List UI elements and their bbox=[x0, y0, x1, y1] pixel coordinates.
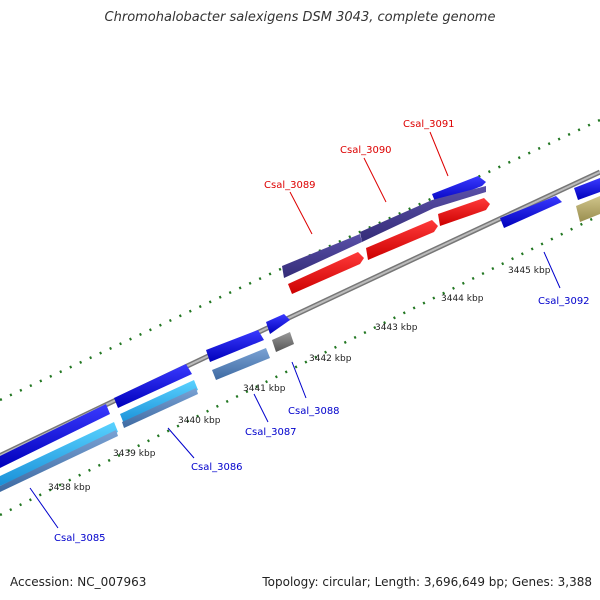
gene-olive-edge[interactable] bbox=[576, 196, 600, 222]
gene-label-csal-3092[interactable]: Csal_3092 bbox=[538, 296, 590, 307]
gene-csal-3087-steel[interactable] bbox=[212, 348, 270, 380]
tick-label-3441: 3441 kbp bbox=[243, 384, 286, 394]
tick-label-3443: 3443 kbp bbox=[375, 323, 418, 333]
gene-forward-small-1[interactable] bbox=[266, 314, 290, 334]
gene-label-csal-3091[interactable]: Csal_3091 bbox=[403, 119, 455, 130]
gene-label-csal-3089[interactable]: Csal_3089 bbox=[264, 180, 316, 191]
gene-callout-lines bbox=[29, 131, 561, 529]
gene-csal-3085-steel[interactable] bbox=[0, 430, 118, 492]
gene-forward-3087[interactable] bbox=[206, 330, 264, 362]
gene-csal-3085-cyan[interactable] bbox=[0, 422, 118, 486]
accession-label: Accession: NC_007963 bbox=[10, 575, 147, 589]
gene-label-csal-3090[interactable]: Csal_3090 bbox=[340, 145, 392, 156]
gene-csal-3088[interactable] bbox=[272, 332, 294, 352]
tick-label-3444: 3444 kbp bbox=[441, 294, 484, 304]
gene-forward-edge[interactable] bbox=[574, 178, 600, 200]
genome-summary-label: Topology: circular; Length: 3,696,649 bp… bbox=[262, 575, 592, 589]
tick-label-3438: 3438 kbp bbox=[48, 483, 91, 493]
gene-forward-3092-neighbor[interactable] bbox=[500, 196, 562, 228]
gene-csal-3089-reverse[interactable] bbox=[288, 252, 364, 294]
gene-csal-3090-forward[interactable] bbox=[360, 186, 486, 242]
gene-label-csal-3088[interactable]: Csal_3088 bbox=[288, 406, 340, 417]
gene-label-csal-3085[interactable]: Csal_3085 bbox=[54, 533, 106, 544]
tick-label-3445: 3445 kbp bbox=[508, 266, 551, 276]
gene-label-csal-3086[interactable]: Csal_3086 bbox=[191, 462, 243, 473]
gene-forward-3085[interactable] bbox=[0, 404, 110, 468]
inner-dotted-track bbox=[0, 213, 600, 517]
gene-csal-3086-steel[interactable] bbox=[122, 388, 198, 428]
gene-csal-3090-reverse[interactable] bbox=[366, 220, 438, 260]
gene-csal-3089-forward[interactable] bbox=[282, 234, 362, 278]
genome-title: Chromohalobacter salexigens DSM 3043, co… bbox=[104, 10, 496, 25]
gene-csal-3091-reverse[interactable] bbox=[438, 198, 490, 226]
gene-label-csal-3087[interactable]: Csal_3087 bbox=[245, 427, 297, 438]
gene-csal-3086-cyan[interactable] bbox=[120, 380, 198, 424]
tick-label-3439: 3439 kbp bbox=[113, 449, 156, 459]
tick-label-3442: 3442 kbp bbox=[309, 354, 352, 364]
tick-label-3440: 3440 kbp bbox=[178, 416, 221, 426]
gene-forward-3086[interactable] bbox=[114, 364, 192, 408]
